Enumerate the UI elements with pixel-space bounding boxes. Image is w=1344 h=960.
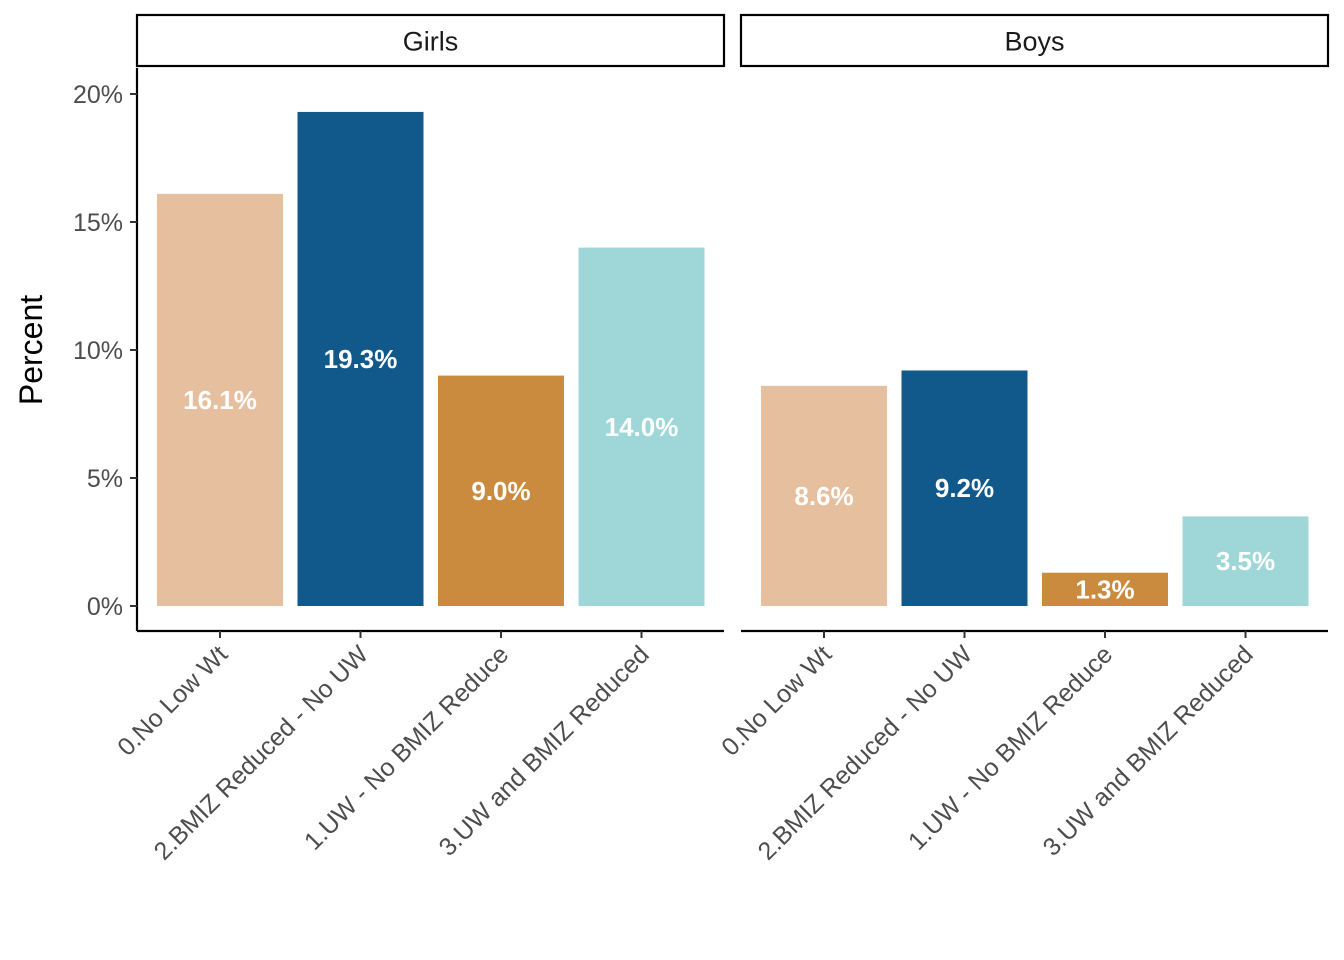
data-label: 19.3% — [324, 344, 398, 374]
data-label: 9.0% — [471, 476, 530, 506]
y-tick-label: 5% — [87, 465, 123, 493]
x-tick-label: 0.No Low Wt — [112, 640, 233, 761]
y-axis-label: Percent — [13, 295, 49, 405]
data-label: 9.2% — [935, 473, 994, 503]
data-label: 1.3% — [1075, 574, 1134, 604]
bar — [438, 375, 564, 606]
y-tick-label: 0% — [87, 593, 123, 621]
bar — [578, 247, 705, 606]
data-label: 3.5% — [1216, 546, 1275, 576]
y-tick-label: 10% — [73, 337, 123, 365]
facet-strip — [135, 13, 726, 68]
y-tick-label: 15% — [73, 209, 123, 237]
facet-strip — [739, 13, 1330, 68]
data-label: 16.1% — [183, 385, 257, 415]
bar — [761, 385, 887, 606]
facet-title: Boys — [1004, 27, 1064, 57]
x-tick-label: 0.No Low Wt — [716, 640, 837, 761]
bar — [157, 193, 283, 606]
y-axis: 0% 5% 10% 15% 20% — [73, 68, 139, 631]
bar — [1182, 516, 1309, 606]
y-tick-label: 20% — [73, 81, 123, 109]
facet-title: Girls — [403, 27, 459, 57]
data-label: 8.6% — [794, 481, 853, 511]
bar — [1042, 572, 1168, 606]
bar — [297, 111, 424, 607]
bar — [901, 370, 1028, 606]
data-label: 14.0% — [605, 412, 679, 442]
